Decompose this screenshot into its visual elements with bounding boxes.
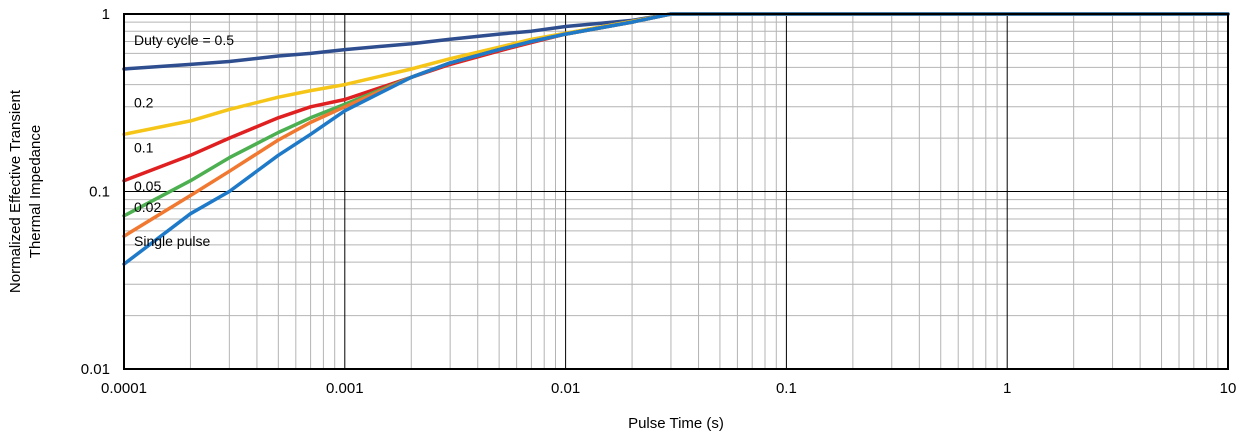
series-annotation: 0.02 <box>134 199 161 215</box>
series-annotation: Duty cycle = 0.5 <box>134 32 234 48</box>
x-tick-label: 1 <box>1003 380 1011 397</box>
x-tick-label: 0.001 <box>326 380 364 397</box>
series-line-1 <box>122 12 1230 137</box>
y-axis-title-line-1: Normalized Effective Transient <box>7 89 24 293</box>
series-line-2 <box>122 12 1230 183</box>
y-tick-label: 1 <box>102 6 110 23</box>
x-tick-label: 0.0001 <box>101 380 147 397</box>
annotations: Duty cycle = 0.5 0.2 0.1 0.05 0.02 Single pul… <box>134 32 234 249</box>
x-tick-label: 10 <box>1220 380 1237 397</box>
series-annotation: 0.1 <box>134 140 154 156</box>
x-tick-label: 0.1 <box>776 380 797 397</box>
x-tick-label: 0.01 <box>551 380 580 397</box>
grid <box>123 13 1229 370</box>
y-axis-title-line-2: Thermal Impedance <box>27 125 44 258</box>
series-annotation: 0.2 <box>134 94 154 110</box>
series-annotation: Single pulse <box>134 233 210 249</box>
x-axis-title: Pulse Time (s) <box>628 415 724 432</box>
series-annotation: 0.05 <box>134 178 161 194</box>
y-tick-label: 0.01 <box>81 361 110 378</box>
y-tick-label: 0.1 <box>89 184 110 201</box>
plot-frame <box>123 13 1229 370</box>
series-layer <box>122 12 1230 266</box>
series-line-4 <box>122 12 1230 238</box>
tick-labels: 0.0001 0.001 0.01 0.1 1 10 0.01 0.1 1 <box>81 6 1237 397</box>
series-line-5 <box>122 12 1230 266</box>
